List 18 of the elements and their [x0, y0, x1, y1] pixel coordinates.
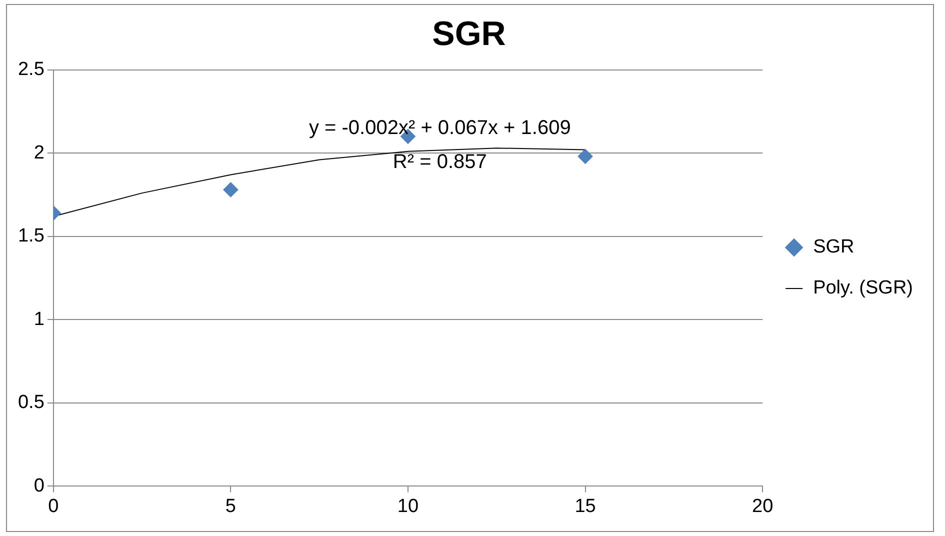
chart-title: SGR — [432, 14, 506, 53]
legend-label: SGR — [813, 236, 854, 258]
x-tick-label: 0 — [48, 496, 59, 517]
legend-label: Poly. (SGR) — [813, 278, 913, 299]
y-tick-label: 1 — [34, 308, 44, 330]
x-tick-label: 15 — [574, 496, 596, 517]
point — [578, 148, 593, 164]
x-tick-label: 20 — [752, 496, 774, 517]
x-tick-label: 5 — [225, 496, 236, 517]
y-tick-label: 2 — [34, 142, 44, 164]
y-tick-label: 0.5 — [18, 392, 44, 414]
annotation: y = -0.002x² + 0.067x + 1.609 — [308, 116, 571, 139]
y-tick-label: 1.5 — [18, 226, 44, 247]
annotation: R² = 0.857 — [392, 150, 487, 173]
point — [223, 182, 238, 198]
x-tick-label: 10 — [397, 496, 419, 517]
y-tick-label: 2.5 — [18, 59, 44, 80]
y-tick-label: 0 — [34, 475, 44, 496]
